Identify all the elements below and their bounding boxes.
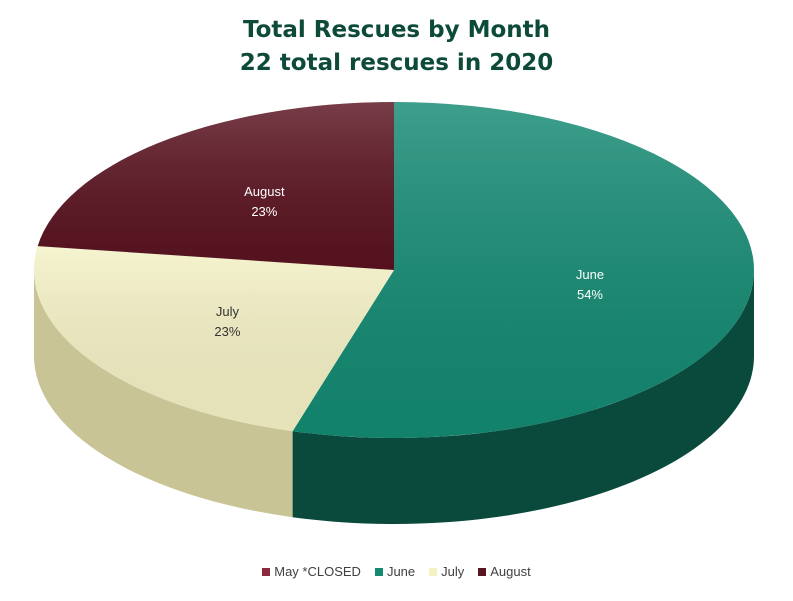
pie-slice-july-shade xyxy=(34,246,395,432)
legend-swatch xyxy=(262,567,271,576)
legend-swatch xyxy=(429,567,438,576)
legend-label: June xyxy=(386,564,416,579)
chart-title-line: Total Rescues by Month xyxy=(242,17,551,43)
slice-label-august-percent: 23% xyxy=(251,204,277,219)
legend-label: August xyxy=(490,564,531,579)
pie-labels: June 54% July 23% August 23% xyxy=(214,184,604,339)
pie-slice-august-shade xyxy=(37,102,395,270)
legend-item[interactable]: August xyxy=(478,564,531,579)
chart-title: Total Rescues by Month 22 total rescues … xyxy=(0,14,793,80)
legend-swatch xyxy=(478,567,487,576)
legend-item[interactable]: June xyxy=(374,564,416,579)
pie-top xyxy=(34,102,755,438)
pie-side-june xyxy=(292,270,754,524)
pie-side-july xyxy=(34,270,293,518)
slice-label-july-percent: 23% xyxy=(214,324,240,339)
slice-label-june-percent: 54% xyxy=(577,287,603,302)
legend-label: May *CLOSED xyxy=(274,564,361,579)
legend-swatch xyxy=(374,567,383,576)
chart-subtitle-line: 22 total rescues in 2020 xyxy=(239,50,554,76)
legend-item[interactable]: July xyxy=(429,564,464,579)
pie-sides xyxy=(34,270,754,524)
legend-label: July xyxy=(441,564,465,579)
legend: May *CLOSED June July August xyxy=(0,564,793,579)
pie-slice-june-shade xyxy=(292,102,755,438)
legend-item[interactable]: May *CLOSED xyxy=(262,564,361,579)
slice-label-june-category: June xyxy=(576,267,604,282)
slice-label-july-category: July xyxy=(216,304,240,319)
slice-label-august-category: August xyxy=(244,184,285,199)
